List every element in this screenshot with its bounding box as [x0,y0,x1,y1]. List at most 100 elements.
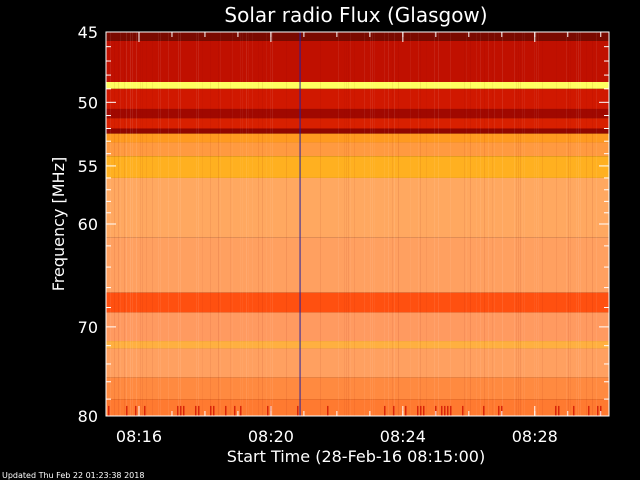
intensity-band [106,128,609,134]
y-tick-label: 45 [78,23,98,42]
texture-streak [240,32,241,416]
texture-streak [120,32,121,416]
burst-streak [183,405,185,416]
texture-streak [568,32,569,416]
burst-streak [597,405,599,416]
texture-streak [592,32,593,416]
texture-streak [218,32,219,416]
texture-streak [494,32,495,416]
texture-streak [476,32,477,416]
burst-streak [483,405,485,416]
texture-streak [140,32,141,416]
updated-timestamp: Updated Thu Feb 22 01:23:38 2018 [2,471,144,480]
texture-streak [394,32,395,416]
texture-streak [434,32,435,416]
burst-streak [210,405,212,416]
burst-streak [420,405,422,416]
texture-streak [126,32,127,416]
texture-streak [534,32,535,416]
texture-streak [514,32,515,416]
texture-streak [492,32,493,416]
burst-streak [234,405,236,416]
intensity-bands [106,32,609,416]
texture-streak [160,32,161,416]
burst-streak [498,405,500,416]
texture-streak [522,32,523,416]
intensity-band [106,341,609,349]
texture-streak [146,32,147,416]
y-tick-label: 70 [78,318,98,337]
texture-streak [246,32,247,416]
intensity-band [106,88,609,109]
texture-streak [480,32,481,416]
texture-streak [524,32,525,416]
texture-streak [384,32,385,416]
texture-streak [348,32,349,416]
texture-streak [464,32,465,416]
texture-streak [180,32,181,416]
texture-streak [388,32,389,416]
burst-streak [417,405,419,416]
intensity-band [106,156,609,178]
intensity-band [106,133,609,143]
texture-streak [142,32,143,416]
y-tick-label: 80 [78,407,98,426]
x-axis-label: Start Time (28-Feb-16 08:15:00) [227,447,485,466]
texture-streak [252,32,253,416]
burst-streak [108,405,110,416]
texture-streak [438,32,439,416]
texture-streak [484,32,485,416]
burst-streak [444,405,446,416]
x-tick-label: 08:16 [116,427,162,446]
burst-streak [573,405,575,416]
intensity-band [106,40,609,82]
texture-streak [220,32,221,416]
texture-streak [516,32,517,416]
burst-streak [462,405,464,416]
burst-streak [297,405,299,416]
x-tick-label: 08:28 [512,427,558,446]
texture-streak [398,32,399,416]
texture-streak [538,32,539,416]
texture-streak [520,32,521,416]
texture-streak [556,32,557,416]
texture-streak [346,32,347,416]
burst-streak [240,405,242,416]
x-tick-label: 08:24 [380,427,426,446]
burst-streak [447,405,449,416]
burst-streak [144,405,146,416]
texture-streak [320,32,321,416]
burst-streak [555,405,557,416]
x-axis-ticks: 08:16 08:20 08:24 08:28 [105,32,602,446]
texture-streak [364,32,365,416]
texture-streak [466,32,467,416]
intensity-band [106,32,609,41]
burst-streak [126,405,128,416]
texture-streak [518,32,519,416]
burst-streak [501,405,503,416]
texture-streak [418,32,419,416]
texture-streak [262,32,263,416]
texture-streak [266,32,267,416]
y-tick-label: 60 [78,215,98,234]
texture-streak [198,32,199,416]
texture-streak [502,32,503,416]
intensity-band [106,292,609,313]
texture-streak [196,32,197,416]
burst-streak [423,405,425,416]
texture-streak [158,32,159,416]
texture-streak [136,32,137,416]
texture-streak [578,32,579,416]
texture-streak [168,32,169,416]
burst-streak [600,405,602,416]
intensity-band [106,348,609,378]
burst-streak [195,405,197,416]
burst-streak [384,405,386,416]
texture-streak [124,32,125,416]
texture-streak [370,32,371,416]
texture-streak [596,32,597,416]
texture-streak [338,32,339,416]
texture-streak [542,32,543,416]
burst-streak [198,405,200,416]
